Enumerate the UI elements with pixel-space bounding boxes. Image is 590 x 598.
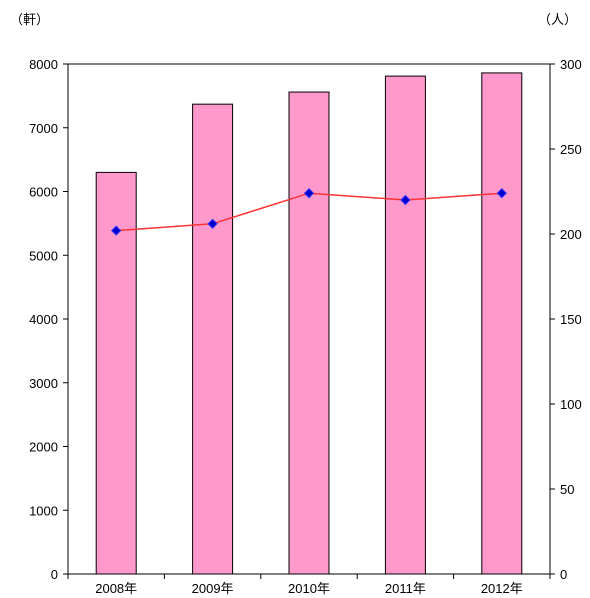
tick-labels: 0 1000 2000 3000 4000 5000 6000 7000 8000 0 50 100 1… (29, 57, 582, 596)
line-point-2008年 (110, 225, 122, 236)
left-tick-label: 4000 (29, 312, 58, 327)
x-tick-label: 2008年 (95, 581, 137, 596)
right-tick-label: 100 (560, 397, 582, 412)
right-tick-label: 300 (560, 57, 582, 72)
line-point-2010年 (303, 187, 315, 199)
left-tick-label: 7000 (29, 121, 58, 136)
left-tick-label: 0 (51, 567, 58, 582)
line-series (110, 187, 508, 236)
bar-series (95, 72, 523, 575)
left-tick-label: 1000 (29, 503, 58, 518)
y-right-unit: （人） (538, 13, 577, 28)
x-tick-label: 2011年 (385, 581, 426, 596)
right-tick-label: 200 (560, 227, 582, 242)
x-tick-label: 2009年 (192, 581, 234, 596)
bar-2008年 (95, 171, 137, 575)
x-tick-label: 2012年 (481, 581, 523, 596)
left-tick-label: 2000 (29, 440, 58, 455)
left-tick-label: 6000 (29, 185, 58, 200)
bar-2009年 (192, 103, 234, 575)
line-point-2012年 (496, 187, 508, 199)
line-point-2011年 (400, 194, 411, 206)
line-point-2009年 (207, 218, 218, 230)
bar-2010年 (288, 91, 330, 575)
right-tick-label: 0 (560, 567, 567, 582)
bar-2011年 (384, 75, 426, 575)
y-left-unit: （軒） (10, 13, 49, 28)
right-tick-label: 50 (560, 482, 574, 497)
bar-2012年 (481, 72, 523, 575)
x-tick-label: 2010年 (288, 581, 330, 596)
left-tick-label: 8000 (29, 57, 58, 72)
axes (63, 63, 555, 579)
right-tick-label: 150 (560, 312, 582, 327)
right-tick-label: 250 (560, 142, 582, 157)
left-tick-label: 5000 (29, 248, 58, 263)
left-tick-label: 3000 (29, 376, 58, 391)
